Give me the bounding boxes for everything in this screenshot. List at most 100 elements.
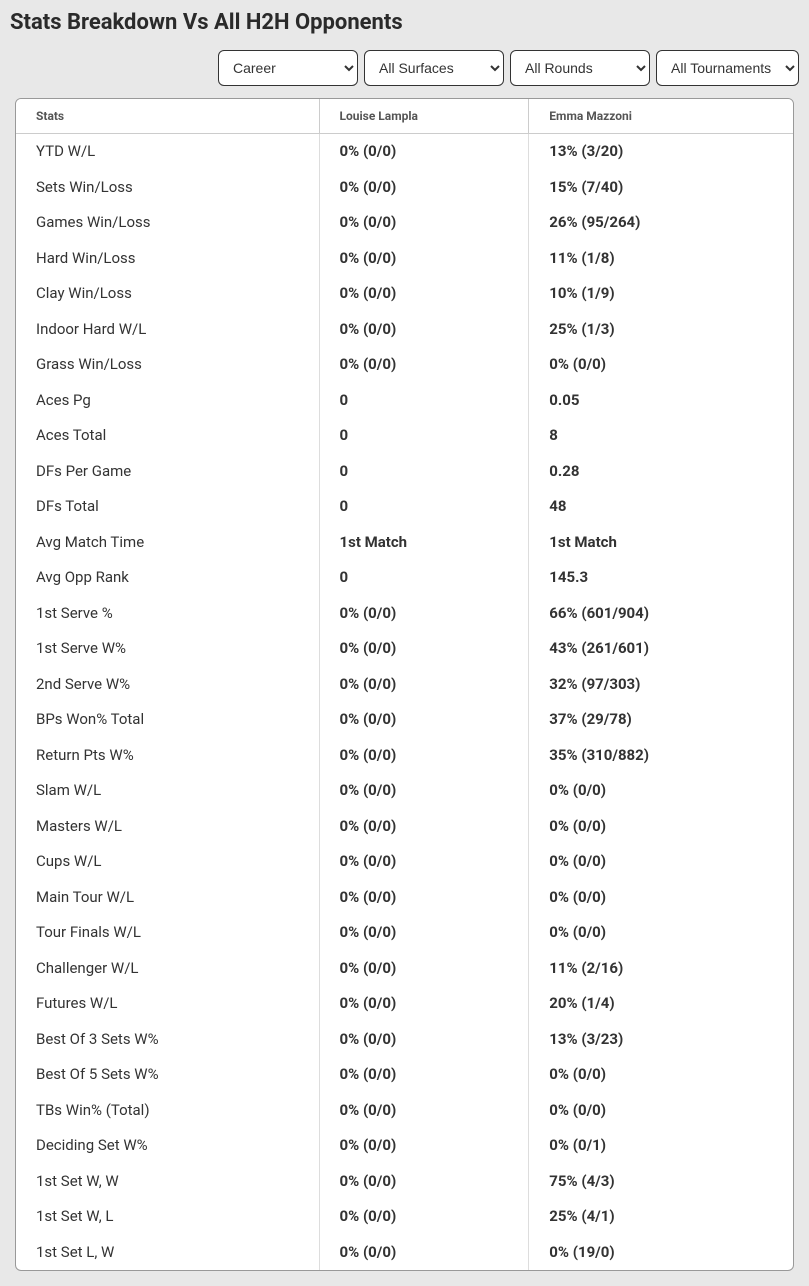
stat-value-player1: 0% (0/0)	[319, 134, 529, 170]
round-select[interactable]: All Rounds	[510, 50, 650, 86]
stat-value-player1: 0	[319, 418, 529, 454]
period-select[interactable]: Career	[218, 50, 358, 86]
stat-label: Futures W/L	[16, 986, 319, 1022]
table-row: Challenger W/L0% (0/0)11% (2/16)	[16, 951, 793, 987]
table-row: Slam W/L0% (0/0)0% (0/0)	[16, 773, 793, 809]
table-row: 1st Set W, W0% (0/0)75% (4/3)	[16, 1164, 793, 1200]
table-row: Avg Opp Rank0145.3	[16, 560, 793, 596]
stat-value-player1: 0% (0/0)	[319, 1128, 529, 1164]
stat-label: 1st Set W, L	[16, 1199, 319, 1235]
table-row: Aces Total08	[16, 418, 793, 454]
table-header-row: Stats Louise Lampla Emma Mazzoni	[16, 99, 793, 134]
stat-value-player2: 25% (1/3)	[529, 312, 793, 348]
col-header-player2: Emma Mazzoni	[529, 99, 793, 134]
stat-value-player1: 0% (0/0)	[319, 1022, 529, 1058]
surface-select[interactable]: All Surfaces	[364, 50, 504, 86]
stat-value-player1: 0% (0/0)	[319, 773, 529, 809]
stat-value-player1: 0	[319, 383, 529, 419]
stat-label: Best Of 5 Sets W%	[16, 1057, 319, 1093]
table-row: Best Of 5 Sets W%0% (0/0)0% (0/0)	[16, 1057, 793, 1093]
table-row: Masters W/L0% (0/0)0% (0/0)	[16, 809, 793, 845]
stat-value-player2: 10% (1/9)	[529, 276, 793, 312]
table-row: DFs Per Game00.28	[16, 454, 793, 490]
table-row: Best Of 3 Sets W%0% (0/0)13% (3/23)	[16, 1022, 793, 1058]
stats-table-card: Stats Louise Lampla Emma Mazzoni YTD W/L…	[15, 98, 794, 1271]
stat-label: Sets Win/Loss	[16, 170, 319, 206]
stat-value-player1: 0% (0/0)	[319, 667, 529, 703]
table-row: BPs Won% Total0% (0/0)37% (29/78)	[16, 702, 793, 738]
stat-value-player2: 0% (0/0)	[529, 773, 793, 809]
stats-table: Stats Louise Lampla Emma Mazzoni YTD W/L…	[16, 99, 793, 1270]
stat-label: Best Of 3 Sets W%	[16, 1022, 319, 1058]
table-row: 1st Set W, L0% (0/0)25% (4/1)	[16, 1199, 793, 1235]
stat-label: Hard Win/Loss	[16, 241, 319, 277]
table-row: Sets Win/Loss0% (0/0)15% (7/40)	[16, 170, 793, 206]
table-row: Games Win/Loss0% (0/0)26% (95/264)	[16, 205, 793, 241]
stat-label: Avg Opp Rank	[16, 560, 319, 596]
stat-label: Masters W/L	[16, 809, 319, 845]
stat-value-player2: 35% (310/882)	[529, 738, 793, 774]
stat-label: Grass Win/Loss	[16, 347, 319, 383]
stat-value-player1: 0% (0/0)	[319, 1057, 529, 1093]
table-row: Futures W/L0% (0/0)20% (1/4)	[16, 986, 793, 1022]
stat-label: Avg Match Time	[16, 525, 319, 561]
stat-value-player1: 0% (0/0)	[319, 596, 529, 632]
stat-label: 2nd Serve W%	[16, 667, 319, 703]
stat-label: Slam W/L	[16, 773, 319, 809]
stat-label: Deciding Set W%	[16, 1128, 319, 1164]
stat-value-player2: 11% (2/16)	[529, 951, 793, 987]
page-title: Stats Breakdown Vs All H2H Opponents	[0, 0, 809, 50]
stat-label: Cups W/L	[16, 844, 319, 880]
stat-value-player1: 0% (0/0)	[319, 738, 529, 774]
stat-value-player2: 13% (3/20)	[529, 134, 793, 170]
stat-value-player1: 0	[319, 454, 529, 490]
stat-label: Tour Finals W/L	[16, 915, 319, 951]
stat-value-player1: 1st Match	[319, 525, 529, 561]
stat-value-player2: 8	[529, 418, 793, 454]
stat-value-player2: 0% (0/0)	[529, 915, 793, 951]
stat-value-player1: 0% (0/0)	[319, 809, 529, 845]
stat-value-player1: 0% (0/0)	[319, 205, 529, 241]
stat-value-player2: 32% (97/303)	[529, 667, 793, 703]
table-row: Aces Pg00.05	[16, 383, 793, 419]
stat-value-player1: 0% (0/0)	[319, 241, 529, 277]
filters-row: Career All Surfaces All Rounds All Tourn…	[0, 50, 809, 98]
table-row: DFs Total048	[16, 489, 793, 525]
stat-label: Indoor Hard W/L	[16, 312, 319, 348]
stat-value-player2: 0% (0/0)	[529, 1057, 793, 1093]
stat-value-player1: 0% (0/0)	[319, 915, 529, 951]
stat-label: Return Pts W%	[16, 738, 319, 774]
stat-value-player2: 48	[529, 489, 793, 525]
stat-value-player1: 0% (0/0)	[319, 276, 529, 312]
col-header-player1: Louise Lampla	[319, 99, 529, 134]
table-row: Deciding Set W%0% (0/0)0% (0/1)	[16, 1128, 793, 1164]
table-row: 1st Serve %0% (0/0)66% (601/904)	[16, 596, 793, 632]
stat-value-player1: 0% (0/0)	[319, 631, 529, 667]
stat-value-player2: 0% (0/0)	[529, 880, 793, 916]
stat-value-player2: 0.05	[529, 383, 793, 419]
stat-label: DFs Per Game	[16, 454, 319, 490]
stat-label: Challenger W/L	[16, 951, 319, 987]
stat-value-player1: 0% (0/0)	[319, 986, 529, 1022]
stat-value-player2: 1st Match	[529, 525, 793, 561]
table-row: Hard Win/Loss0% (0/0)11% (1/8)	[16, 241, 793, 277]
table-row: YTD W/L0% (0/0)13% (3/20)	[16, 134, 793, 170]
stat-value-player2: 37% (29/78)	[529, 702, 793, 738]
stat-value-player1: 0% (0/0)	[319, 1199, 529, 1235]
stat-value-player2: 26% (95/264)	[529, 205, 793, 241]
stat-label: TBs Win% (Total)	[16, 1093, 319, 1129]
table-row: Clay Win/Loss0% (0/0)10% (1/9)	[16, 276, 793, 312]
stat-label: DFs Total	[16, 489, 319, 525]
table-row: Cups W/L0% (0/0)0% (0/0)	[16, 844, 793, 880]
tournament-select[interactable]: All Tournaments	[656, 50, 799, 86]
stat-value-player2: 0.28	[529, 454, 793, 490]
stat-value-player1: 0% (0/0)	[319, 312, 529, 348]
stat-value-player2: 0% (0/0)	[529, 844, 793, 880]
table-row: Avg Match Time1st Match1st Match	[16, 525, 793, 561]
stat-value-player2: 0% (0/1)	[529, 1128, 793, 1164]
stat-label: 1st Serve W%	[16, 631, 319, 667]
stat-value-player1: 0	[319, 560, 529, 596]
stat-value-player1: 0% (0/0)	[319, 347, 529, 383]
table-row: Grass Win/Loss0% (0/0)0% (0/0)	[16, 347, 793, 383]
table-row: 2nd Serve W%0% (0/0)32% (97/303)	[16, 667, 793, 703]
